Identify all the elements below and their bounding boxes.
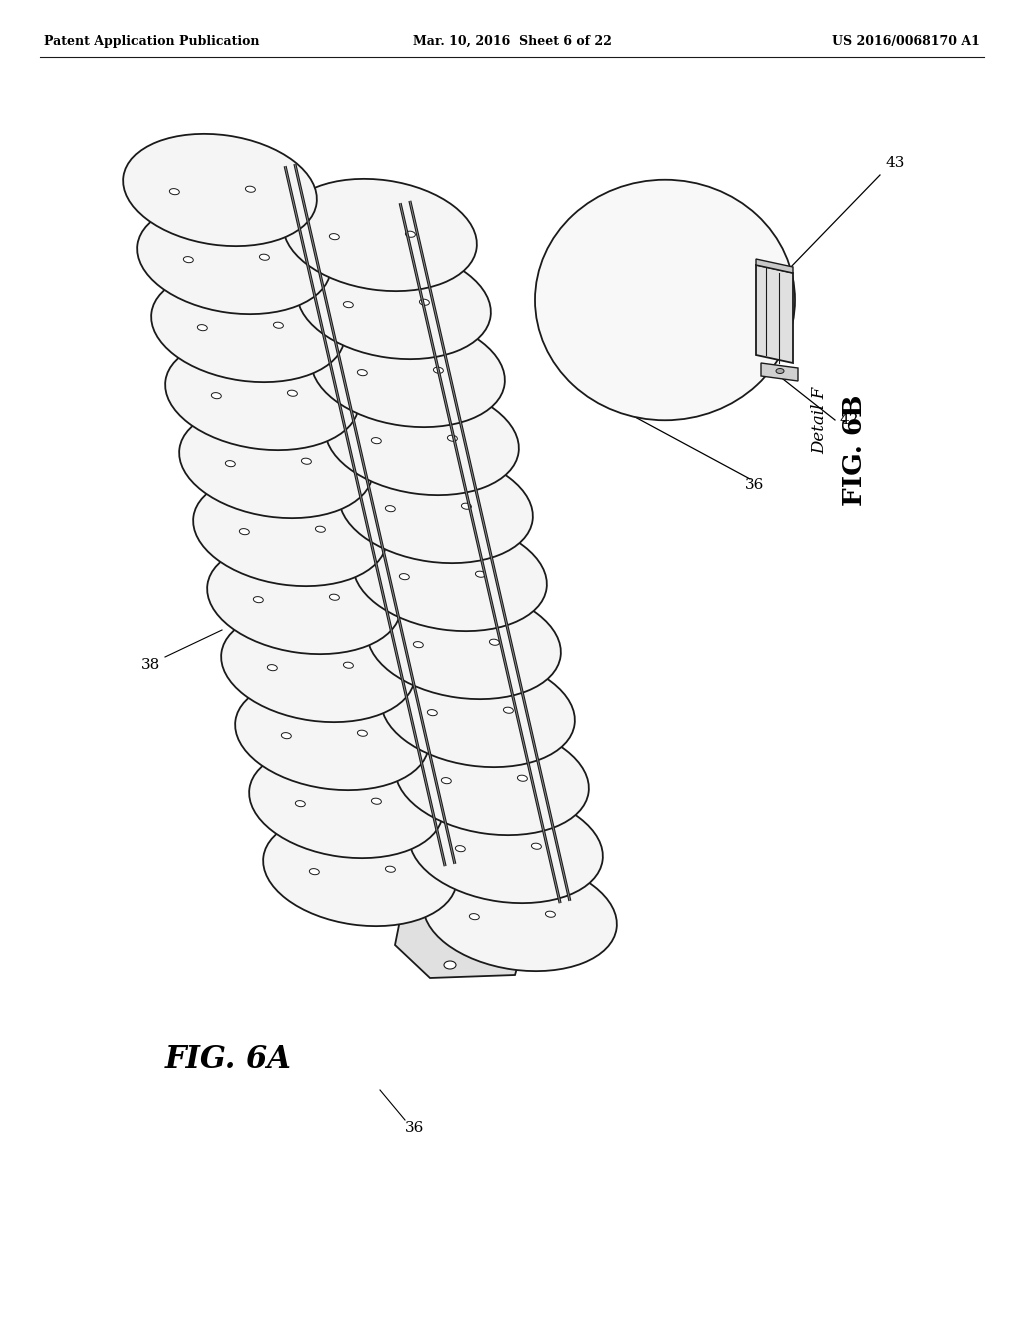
- Text: FIG. 6B: FIG. 6B: [843, 395, 867, 506]
- Ellipse shape: [441, 777, 452, 784]
- Text: 42: 42: [840, 413, 859, 426]
- Ellipse shape: [339, 451, 532, 564]
- Ellipse shape: [236, 678, 429, 791]
- Ellipse shape: [423, 859, 616, 972]
- Ellipse shape: [273, 322, 284, 329]
- Ellipse shape: [301, 458, 311, 465]
- Ellipse shape: [535, 180, 795, 420]
- Ellipse shape: [462, 503, 471, 510]
- Ellipse shape: [489, 639, 500, 645]
- Ellipse shape: [165, 338, 358, 450]
- Ellipse shape: [395, 723, 589, 836]
- Ellipse shape: [372, 438, 381, 444]
- Text: 38: 38: [140, 657, 160, 672]
- Ellipse shape: [249, 746, 442, 858]
- Ellipse shape: [546, 911, 555, 917]
- Text: 36: 36: [406, 1121, 425, 1135]
- Ellipse shape: [385, 506, 395, 512]
- Ellipse shape: [263, 814, 457, 927]
- Ellipse shape: [183, 256, 194, 263]
- Text: F: F: [495, 899, 504, 912]
- Ellipse shape: [221, 610, 415, 722]
- Polygon shape: [761, 363, 798, 381]
- Ellipse shape: [211, 392, 221, 399]
- Ellipse shape: [357, 730, 368, 737]
- Polygon shape: [395, 895, 525, 978]
- Ellipse shape: [381, 655, 574, 767]
- Ellipse shape: [368, 587, 561, 700]
- Text: FIG. 6A: FIG. 6A: [165, 1044, 292, 1074]
- Ellipse shape: [326, 383, 519, 495]
- Ellipse shape: [372, 799, 381, 804]
- Text: Patent Application Publication: Patent Application Publication: [44, 36, 259, 48]
- Ellipse shape: [123, 133, 316, 246]
- Ellipse shape: [259, 255, 269, 260]
- Ellipse shape: [353, 519, 547, 631]
- Text: 36: 36: [745, 478, 764, 492]
- Ellipse shape: [427, 710, 437, 715]
- Ellipse shape: [295, 801, 305, 807]
- Ellipse shape: [357, 370, 368, 376]
- Ellipse shape: [137, 202, 331, 314]
- Ellipse shape: [315, 527, 326, 532]
- Ellipse shape: [246, 186, 255, 193]
- Ellipse shape: [207, 543, 400, 655]
- Ellipse shape: [420, 300, 429, 305]
- Ellipse shape: [399, 574, 410, 579]
- Ellipse shape: [309, 869, 319, 875]
- Ellipse shape: [343, 301, 353, 308]
- Ellipse shape: [343, 663, 353, 668]
- Ellipse shape: [282, 733, 291, 739]
- Text: Detail F: Detail F: [811, 387, 828, 454]
- Ellipse shape: [385, 866, 395, 873]
- Text: 43: 43: [885, 156, 904, 170]
- Ellipse shape: [406, 231, 416, 238]
- Ellipse shape: [504, 708, 513, 713]
- Ellipse shape: [225, 461, 236, 467]
- Ellipse shape: [776, 368, 784, 374]
- Ellipse shape: [330, 594, 339, 601]
- Ellipse shape: [240, 528, 249, 535]
- Ellipse shape: [311, 315, 505, 428]
- Ellipse shape: [179, 405, 373, 519]
- Text: US 2016/0068170 A1: US 2016/0068170 A1: [833, 36, 980, 48]
- Ellipse shape: [439, 927, 451, 935]
- Ellipse shape: [433, 367, 443, 374]
- Ellipse shape: [531, 843, 542, 849]
- Ellipse shape: [194, 474, 387, 586]
- Ellipse shape: [447, 436, 458, 441]
- Ellipse shape: [198, 325, 207, 331]
- Ellipse shape: [288, 391, 297, 396]
- Ellipse shape: [479, 950, 490, 960]
- Ellipse shape: [475, 572, 485, 577]
- Ellipse shape: [517, 775, 527, 781]
- Ellipse shape: [444, 961, 456, 969]
- Ellipse shape: [253, 597, 263, 603]
- Ellipse shape: [330, 234, 339, 240]
- Ellipse shape: [284, 180, 477, 292]
- Ellipse shape: [297, 247, 490, 359]
- Ellipse shape: [152, 269, 345, 381]
- Polygon shape: [756, 265, 793, 363]
- Ellipse shape: [469, 913, 479, 920]
- Polygon shape: [756, 259, 793, 273]
- Ellipse shape: [267, 664, 278, 671]
- Ellipse shape: [410, 791, 603, 903]
- Ellipse shape: [169, 189, 179, 195]
- Ellipse shape: [414, 642, 423, 648]
- Ellipse shape: [456, 846, 465, 851]
- Text: Mar. 10, 2016  Sheet 6 of 22: Mar. 10, 2016 Sheet 6 of 22: [413, 36, 611, 48]
